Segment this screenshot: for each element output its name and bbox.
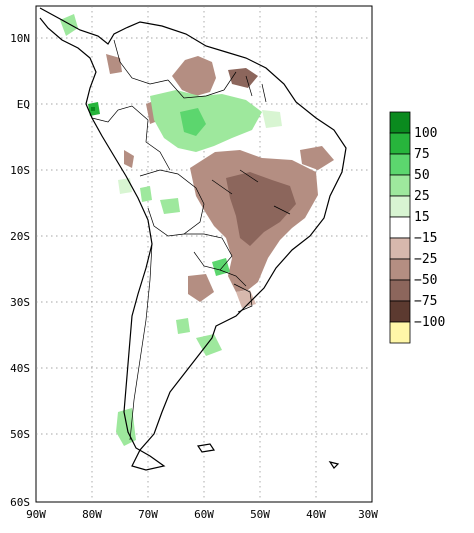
border-peru-brazil — [131, 105, 171, 171]
legend-swatch — [389, 279, 411, 302]
y-tick-label: EQ — [17, 98, 30, 111]
wet-region-amazon-central — [150, 90, 262, 152]
legend-label: 25 — [414, 189, 430, 204]
south-america-coastline — [39, 7, 347, 471]
legend-label: 100 — [414, 126, 437, 141]
falkland-islands — [196, 443, 216, 453]
wet-region-bolivia — [140, 186, 152, 202]
border-colombia-venezuela — [113, 39, 169, 85]
wet-region-argentina-pampas — [196, 334, 222, 356]
y-tick-label: 10S — [10, 164, 30, 177]
legend-swatch — [389, 321, 411, 344]
border-brazil-state-marks — [211, 169, 291, 215]
legend-swatch — [389, 111, 411, 134]
legend-swatch — [389, 237, 411, 260]
y-axis-ticks: 10N EQ 10S 20S 30S 40S 50S 60S — [10, 32, 30, 509]
legend-colorbar — [389, 111, 411, 344]
x-tick-label: 40W — [306, 508, 326, 521]
legend-label: −75 — [414, 294, 437, 309]
country-borders — [91, 39, 291, 441]
y-tick-label: 30S — [10, 296, 30, 309]
wet-region-patagonia-coast — [176, 318, 190, 334]
border-paraguay — [184, 233, 233, 271]
dry-region-northeast — [300, 146, 334, 170]
x-tick-label: 60W — [194, 508, 214, 521]
wet-region-amazon-east — [262, 110, 282, 128]
x-axis-ticks: 90W 80W 70W 60W 50W 40W 30W — [26, 508, 378, 521]
border-chile-argentina — [129, 243, 153, 441]
x-tick-label: 50W — [250, 508, 270, 521]
legend-swatch — [389, 195, 411, 218]
legend-swatch — [389, 153, 411, 176]
dry-region-brazil-inner — [226, 172, 296, 246]
wet-region-paraguay — [212, 258, 230, 276]
y-tick-label: 10N — [10, 32, 30, 45]
dry-region-guiana — [172, 56, 216, 96]
dry-region-argentina-north — [188, 274, 214, 302]
wet-region-bolivia-east — [160, 198, 180, 214]
legend-label: 50 — [414, 168, 430, 183]
x-tick-label: 80W — [82, 508, 102, 521]
legend-labels: 100 75 50 25 15 −15 −25 −50 −75 −100 — [414, 126, 445, 330]
dry-region-uruguay — [236, 290, 256, 308]
legend-swatch — [389, 300, 411, 323]
y-tick-label: 40S — [10, 362, 30, 375]
legend-label: −100 — [414, 315, 445, 330]
border-uruguay — [233, 283, 253, 313]
wet-region-peru-coast — [118, 178, 132, 194]
wet-region-amazon-core — [180, 108, 206, 136]
wet-region-colombia-north — [60, 14, 78, 36]
x-tick-label: 70W — [138, 508, 158, 521]
legend-label: 75 — [414, 147, 430, 162]
legend-swatch — [389, 174, 411, 197]
south-georgia — [328, 461, 340, 469]
legend-label: −15 — [414, 231, 437, 246]
legend-label: 15 — [414, 210, 430, 225]
border-argentina-brazil — [219, 269, 247, 287]
dry-region-colombia — [106, 54, 122, 74]
wet-region-chile-south — [116, 408, 136, 446]
dry-region-peru — [124, 150, 134, 168]
legend-label: −50 — [414, 273, 437, 288]
legend-label: −25 — [414, 252, 437, 267]
border-guianas — [223, 71, 267, 103]
legend-swatch — [389, 216, 411, 239]
legend-swatch — [389, 132, 411, 155]
y-tick-label: 20S — [10, 230, 30, 243]
wet-region-ecuador-dot — [91, 107, 95, 111]
border-bolivia — [139, 169, 205, 237]
y-tick-label: 50S — [10, 428, 30, 441]
coastlines — [39, 7, 347, 471]
legend-swatch — [389, 258, 411, 281]
y-tick-label: 60S — [10, 496, 30, 509]
border-ecuador-peru — [91, 105, 133, 123]
x-tick-label: 30W — [358, 508, 378, 521]
wet-anomaly-regions — [60, 14, 282, 446]
x-tick-label: 90W — [26, 508, 46, 521]
border-venezuela-brazil — [167, 79, 225, 99]
